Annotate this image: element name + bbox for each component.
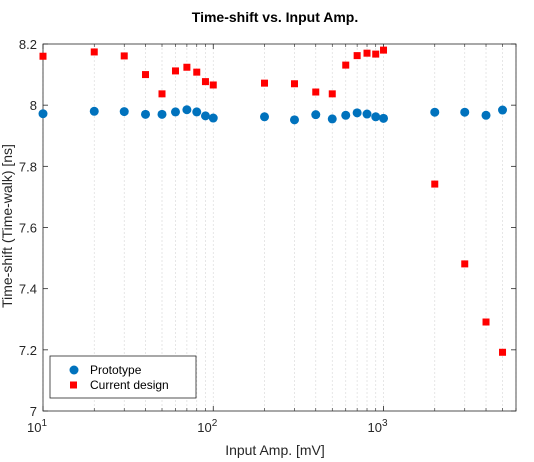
data-point-square xyxy=(342,61,350,69)
legend: Prototype Current design xyxy=(49,355,197,399)
data-point-circle xyxy=(157,109,167,119)
y-tick-label: 7.8 xyxy=(19,159,37,174)
data-point-circle xyxy=(141,109,151,119)
data-point-square xyxy=(158,90,166,98)
data-point-square xyxy=(261,79,269,87)
data-point-circle xyxy=(208,113,218,123)
data-point-square xyxy=(461,260,469,268)
y-axis-ticks: 7 7.2 7.4 7.6 7.8 8 8.2 xyxy=(19,37,516,419)
data-point-circle xyxy=(38,109,48,119)
x-tick-label: 103 xyxy=(367,418,387,435)
x-tick-exponent: 1 xyxy=(41,418,47,429)
data-point-circle xyxy=(170,107,180,117)
data-point-circle xyxy=(481,110,491,120)
data-point-square xyxy=(201,78,209,86)
series-current-design xyxy=(39,46,507,356)
data-point-circle xyxy=(498,105,508,115)
data-point-square xyxy=(431,180,439,188)
data-point-square xyxy=(328,90,336,98)
data-point-circle xyxy=(371,112,381,122)
grid-lines xyxy=(42,44,517,411)
data-point-square xyxy=(142,71,150,79)
data-point-circle xyxy=(200,111,210,121)
data-point-circle xyxy=(362,109,372,119)
data-point-circle xyxy=(352,108,362,118)
data-point-circle xyxy=(182,105,192,115)
x-axis-label: Input Amp. [mV] xyxy=(225,442,325,458)
data-point-circle xyxy=(460,107,470,117)
data-point-circle xyxy=(289,115,299,125)
data-point-square xyxy=(363,49,371,57)
x-tick-label: 102 xyxy=(197,418,217,435)
data-point-circle xyxy=(430,107,440,117)
chart-title: Time-shift vs. Input Amp. xyxy=(192,9,358,25)
data-point-square xyxy=(372,50,380,58)
data-point-circle xyxy=(311,110,321,120)
data-point-square xyxy=(193,68,201,76)
legend-marker-prototype xyxy=(69,365,79,375)
y-tick-label: 7.2 xyxy=(19,343,37,358)
data-point-square xyxy=(499,348,507,356)
data-point-square xyxy=(183,63,191,71)
y-tick-label: 8 xyxy=(30,98,37,113)
data-point-square xyxy=(312,88,320,96)
data-point-circle xyxy=(192,107,202,117)
y-axis-label: Time-shift (Time-walk) [ns] xyxy=(0,144,15,308)
x-tick-exponent: 3 xyxy=(382,418,388,429)
y-tick-label: 7.6 xyxy=(19,221,37,236)
legend-marker-current-design xyxy=(70,381,77,389)
x-tick-exponent: 2 xyxy=(212,418,218,429)
data-point-square xyxy=(353,52,361,60)
data-point-square xyxy=(380,46,388,54)
data-point-square xyxy=(290,80,298,88)
data-point-square xyxy=(90,48,98,56)
data-point-square xyxy=(209,81,217,89)
data-point-circle xyxy=(327,114,337,124)
data-point-circle xyxy=(379,113,389,123)
y-tick-label: 8.2 xyxy=(19,37,37,52)
data-point-square xyxy=(482,318,490,326)
y-tick-label: 7.4 xyxy=(19,282,37,297)
data-point-circle xyxy=(119,107,129,117)
data-point-circle xyxy=(341,110,351,120)
data-point-square xyxy=(120,52,128,60)
legend-label-prototype: Prototype xyxy=(90,363,142,377)
y-tick-label: 7 xyxy=(30,404,37,419)
x-tick-label: 101 xyxy=(27,418,47,435)
data-marks xyxy=(38,46,508,356)
data-point-square xyxy=(39,52,47,60)
data-point-circle xyxy=(89,106,99,116)
legend-label-current-design: Current design xyxy=(90,378,169,392)
series-prototype xyxy=(38,105,508,125)
data-point-circle xyxy=(260,112,270,122)
data-point-square xyxy=(171,67,179,75)
legend-box xyxy=(49,355,197,399)
